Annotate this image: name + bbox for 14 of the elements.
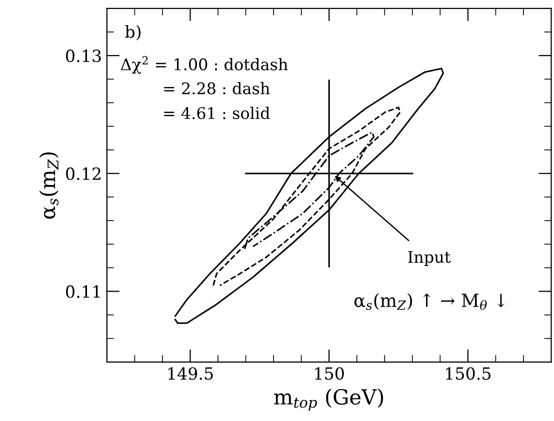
annotation: α$_{s}$(m$_{Z}$) ↑ → M$_{θ}$ ↓ (354, 293, 505, 310)
annotation: Δχ$^{2}$ = 1.00 : dotdash (120, 56, 288, 74)
x-tick-label: 150.5 (446, 367, 490, 380)
y-tick-label: 0.11 (66, 285, 100, 298)
annotation: b) (125, 25, 141, 40)
y-axis-title: α$_{s}$(m$_{Z}$) (39, 152, 59, 219)
x-tick-label: 150 (315, 367, 344, 380)
annotation: Input (408, 251, 451, 266)
y-tick-label: 0.12 (66, 167, 100, 180)
x-axis-title: m$_{top}$ (GeV) (274, 388, 384, 411)
annotation: = 4.61 : solid (164, 106, 270, 120)
x-tick-label: 149.5 (168, 367, 213, 380)
annotation: = 2.28 : dash (164, 82, 270, 94)
y-tick-label: 0.13 (66, 50, 101, 62)
